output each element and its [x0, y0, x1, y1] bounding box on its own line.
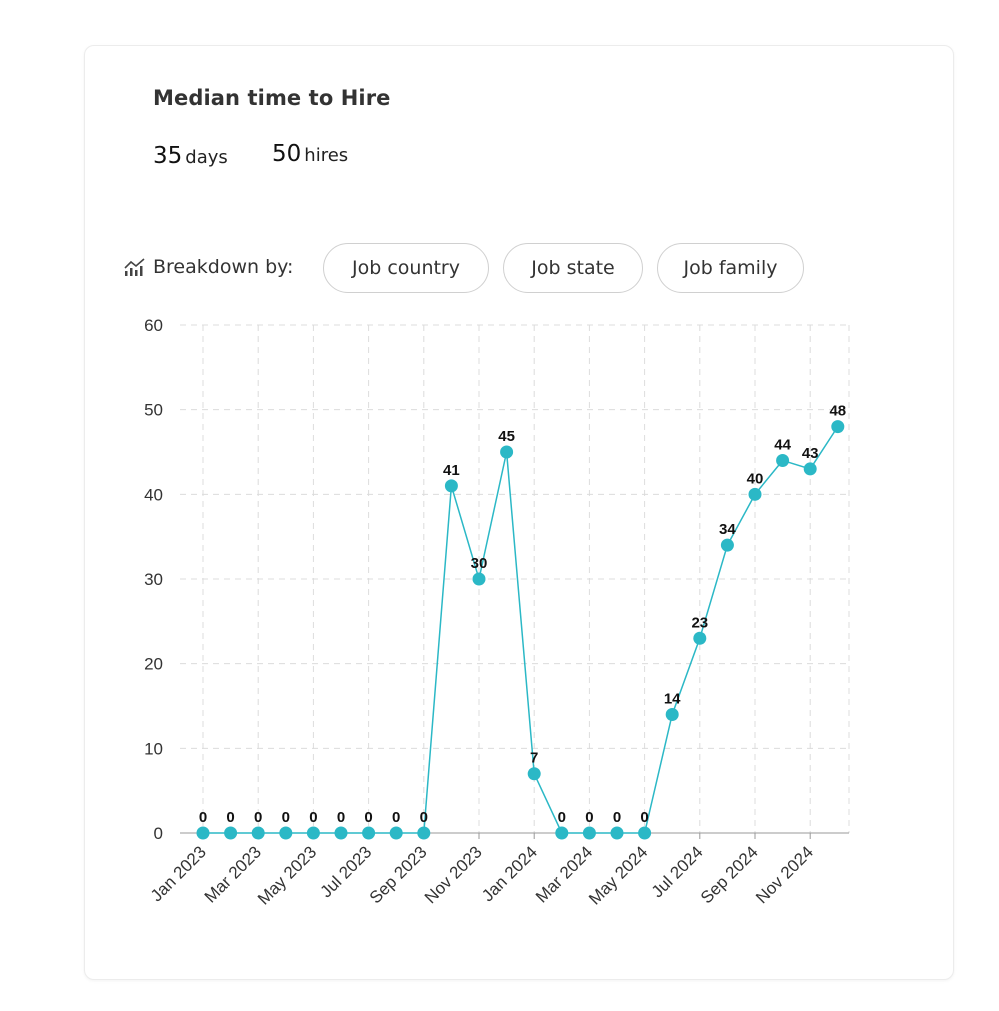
data-label: 0 — [364, 809, 372, 826]
median-days-value: 35 — [153, 143, 183, 169]
data-label: 0 — [254, 809, 262, 826]
hires-unit: hires — [304, 145, 349, 166]
data-point[interactable] — [334, 826, 348, 840]
data-label: 0 — [558, 809, 566, 826]
data-point[interactable] — [748, 487, 762, 501]
card-title: Median time to Hire — [153, 86, 391, 110]
data-label: 44 — [774, 436, 791, 453]
data-point[interactable] — [831, 420, 845, 434]
data-point[interactable] — [555, 826, 569, 840]
data-point[interactable] — [610, 826, 624, 840]
data-label: 34 — [719, 521, 736, 538]
data-label: 0 — [585, 809, 593, 826]
data-point[interactable] — [693, 631, 707, 645]
data-point[interactable] — [279, 826, 293, 840]
chart-grid — [180, 324, 850, 833]
x-tick-label: May 2023 — [254, 842, 320, 908]
data-point[interactable] — [720, 538, 734, 552]
data-point[interactable] — [527, 767, 541, 781]
y-tick-label: 20 — [144, 655, 163, 674]
data-point[interactable] — [776, 453, 790, 467]
y-tick-label: 50 — [144, 401, 163, 420]
data-point[interactable] — [306, 826, 320, 840]
x-tick-label: May 2024 — [585, 842, 651, 908]
y-tick-label: 60 — [144, 316, 163, 335]
data-point[interactable] — [362, 826, 376, 840]
x-tick-label: Jan 2024 — [478, 842, 541, 905]
data-point[interactable] — [803, 462, 817, 476]
data-label: 0 — [337, 809, 345, 826]
data-label: 0 — [613, 809, 621, 826]
data-point[interactable] — [389, 826, 403, 840]
data-point[interactable] — [251, 826, 265, 840]
data-label: 14 — [664, 690, 681, 707]
data-labels: 0 0 0 0 0 0 0 0 0 41 30 45 7 0 0 0 0 14 23 34 40 44 43 48 — [199, 403, 846, 826]
x-tick-label: Jan 2023 — [147, 842, 210, 905]
data-label: 0 — [199, 809, 207, 826]
x-tick-label: Sep 2023 — [366, 842, 431, 907]
data-label: 0 — [640, 809, 648, 826]
data-label: 41 — [443, 462, 460, 479]
data-point[interactable] — [472, 572, 486, 586]
series-line — [203, 426, 839, 834]
data-point[interactable] — [417, 826, 431, 840]
median-days-stat: 35 days — [153, 143, 228, 169]
x-tick-label: Nov 2023 — [421, 842, 486, 907]
breakdown-label-row: Breakdown by: — [123, 256, 293, 278]
data-label: 23 — [691, 614, 708, 631]
data-point[interactable] — [638, 826, 652, 840]
y-tick-label: 40 — [144, 485, 163, 504]
series-points — [196, 420, 845, 840]
data-point[interactable] — [500, 445, 514, 459]
data-point[interactable] — [444, 479, 458, 493]
data-point[interactable] — [224, 826, 238, 840]
data-point[interactable] — [665, 707, 679, 721]
data-point[interactable] — [582, 826, 596, 840]
median-time-to-hire-card — [84, 45, 954, 980]
chip-job-family[interactable]: Job family — [657, 243, 804, 293]
data-label: 40 — [747, 470, 764, 487]
y-tick-label: 0 — [154, 824, 163, 843]
x-tick-label: Sep 2024 — [697, 842, 762, 907]
median-days-unit: days — [185, 147, 228, 168]
y-tick-label: 10 — [144, 739, 163, 758]
chip-job-country[interactable]: Job country — [323, 243, 489, 293]
data-label: 0 — [420, 809, 428, 826]
data-label: 0 — [392, 809, 400, 826]
chip-job-state[interactable]: Job state — [503, 243, 643, 293]
hires-stat: 50 hires — [272, 141, 348, 167]
chart-analytics-icon — [124, 258, 145, 276]
data-label: 0 — [282, 809, 290, 826]
data-label: 30 — [471, 555, 488, 572]
y-axis-ticks: 0 10 20 30 40 50 60 — [144, 316, 163, 843]
x-tick-label: Nov 2024 — [752, 842, 817, 907]
y-tick-label: 30 — [144, 570, 163, 589]
hires-value: 50 — [272, 141, 302, 167]
data-label: 48 — [829, 403, 846, 420]
data-label: 43 — [802, 445, 819, 462]
data-label: 45 — [498, 428, 515, 445]
data-label: 0 — [226, 809, 234, 826]
data-point[interactable] — [196, 826, 210, 840]
data-label: 0 — [309, 809, 317, 826]
data-label: 7 — [530, 750, 538, 767]
breakdown-label: Breakdown by: — [153, 256, 294, 278]
